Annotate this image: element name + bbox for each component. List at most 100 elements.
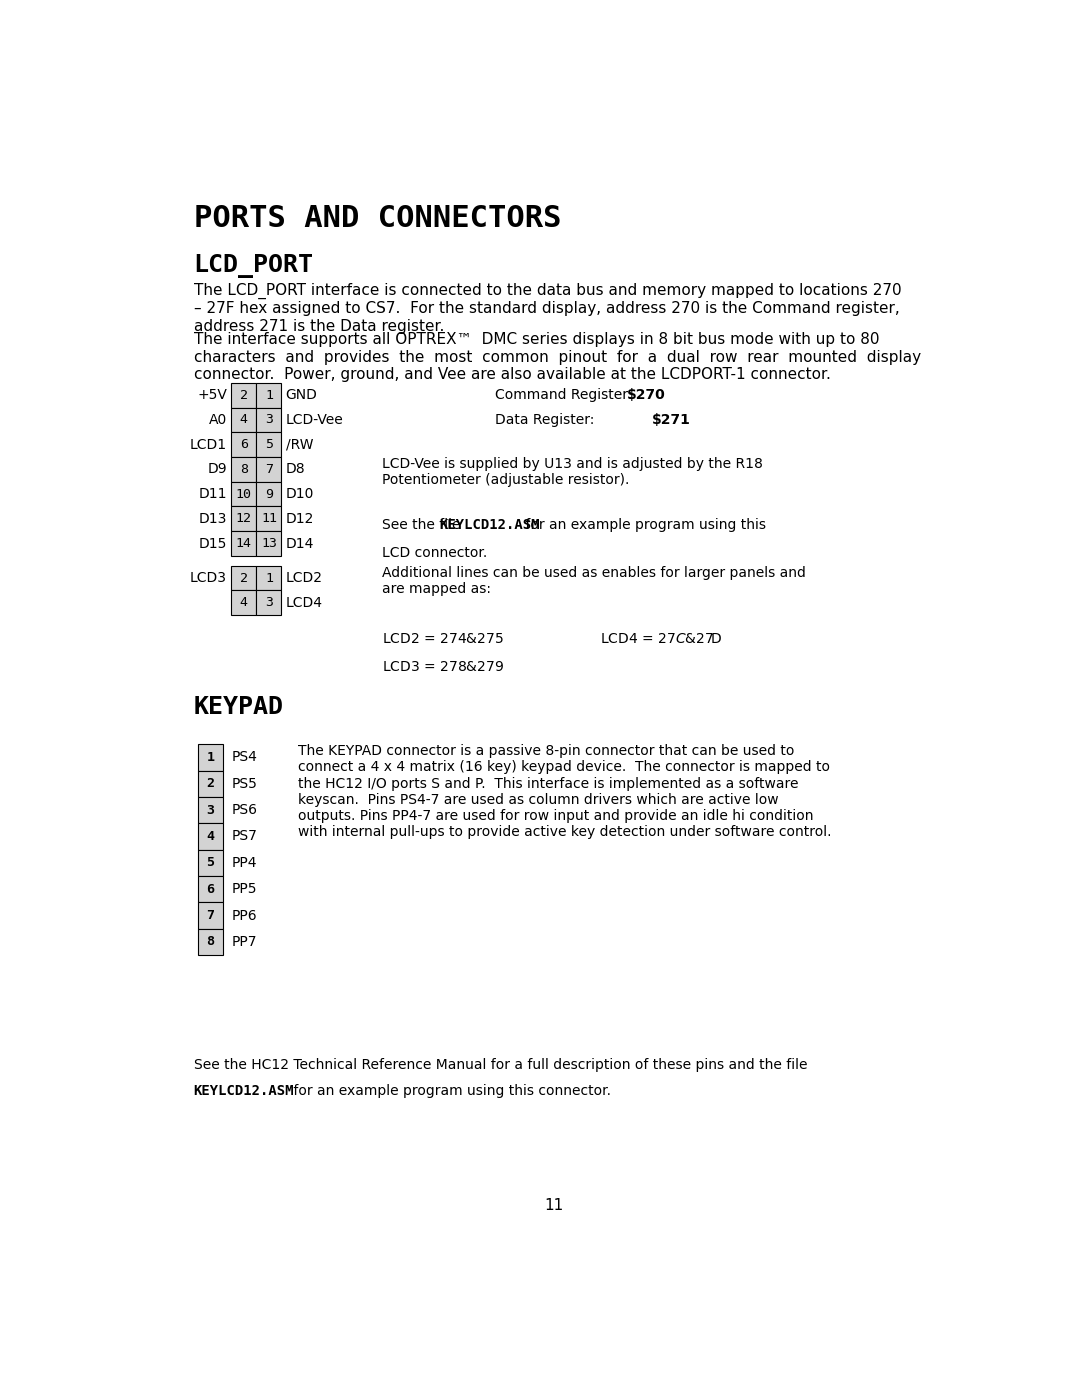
Text: The LCD_PORT interface is connected to the data bus and memory mapped to locatio: The LCD_PORT interface is connected to t… [193,282,901,334]
Text: Command Register:: Command Register: [495,388,632,402]
Bar [198,771,222,796]
Text: LCD4: LCD4 [285,595,323,609]
Text: Additional lines can be used as enables for larger panels and
are mapped as:: Additional lines can be used as enables … [382,566,806,597]
Bar [198,823,222,849]
Bar [256,408,282,432]
Bar [198,796,222,823]
Text: KEYLCD12.ASM: KEYLCD12.ASM [193,1084,294,1098]
Bar [231,566,256,591]
Text: LCD3: LCD3 [190,571,227,585]
Text: 2: 2 [206,777,214,791]
Bar [231,457,256,482]
Bar [256,531,282,556]
Text: KEYPAD: KEYPAD [193,694,284,718]
Text: 3: 3 [206,803,214,817]
Bar [256,432,282,457]
Bar [198,876,222,902]
Text: D13: D13 [199,511,227,525]
Text: for an example program using this connector.: for an example program using this connec… [289,1084,611,1098]
Text: PP7: PP7 [231,935,257,949]
Text: KEYLCD12.ASM: KEYLCD12.ASM [438,518,539,532]
Text: 2: 2 [240,571,247,584]
Text: 3: 3 [265,414,273,426]
Text: LCD3 = $278 & $279: LCD3 = $278 & $279 [382,661,504,675]
Text: 2: 2 [240,388,247,402]
Text: 9: 9 [265,488,273,500]
Text: See the HC12 Technical Reference Manual for a full description of these pins and: See the HC12 Technical Reference Manual … [193,1059,807,1073]
Bar [256,591,282,615]
Text: 4: 4 [240,414,247,426]
Text: 1: 1 [206,750,214,764]
Text: 13: 13 [261,536,276,550]
Text: PS4: PS4 [231,750,257,764]
Text: PS5: PS5 [231,777,257,791]
Text: The interface supports all OPTREX™  DMC series displays in 8 bit bus mode with u: The interface supports all OPTREX™ DMC s… [193,332,921,381]
Text: 4: 4 [206,830,214,842]
Text: LCD connector.: LCD connector. [382,546,487,560]
Text: GND: GND [285,388,318,402]
Text: PP5: PP5 [231,882,257,895]
Bar [231,531,256,556]
Text: Data Register:: Data Register: [495,414,594,427]
Bar [231,383,256,408]
Bar [231,507,256,531]
Text: /RW: /RW [285,437,313,451]
Text: D11: D11 [199,488,227,502]
Text: 5: 5 [265,439,273,451]
Text: PORTS AND CONNECTORS: PORTS AND CONNECTORS [193,204,562,233]
Bar [256,566,282,591]
Text: LCD2 = $274 & $275: LCD2 = $274 & $275 [382,633,503,647]
Text: 1: 1 [265,571,273,584]
Text: $270: $270 [627,388,666,402]
Bar [198,929,222,956]
Text: D8: D8 [285,462,306,476]
Bar [256,507,282,531]
Text: A0: A0 [208,414,227,427]
Text: LCD2: LCD2 [285,571,323,585]
Text: 1: 1 [265,388,273,402]
Text: LCD-Vee is supplied by U13 and is adjusted by the R18
Potentiometer (adjustable : LCD-Vee is supplied by U13 and is adjust… [382,457,762,488]
Bar [198,902,222,929]
Text: LCD_PORT: LCD_PORT [193,254,313,278]
Text: 6: 6 [206,883,214,895]
Text: PS7: PS7 [231,830,257,844]
Text: 6: 6 [240,439,247,451]
Text: 11: 11 [261,513,276,525]
Text: LCD4 = $27C & $27D: LCD4 = $27C & $27D [599,633,723,647]
Text: $271: $271 [652,414,691,427]
Bar [231,591,256,615]
Text: 5: 5 [206,856,214,869]
Text: 4: 4 [240,597,247,609]
Bar [231,408,256,432]
Text: 11: 11 [544,1199,563,1213]
Bar [198,849,222,876]
Bar [231,432,256,457]
Text: LCD1: LCD1 [190,437,227,451]
Text: for an example program using this: for an example program using this [521,518,766,532]
Text: 8: 8 [206,936,214,949]
Text: 12: 12 [235,513,252,525]
Bar [198,745,222,771]
Text: +5V: +5V [198,388,227,402]
Text: LCD-Vee: LCD-Vee [285,414,343,427]
Text: D9: D9 [207,462,227,476]
Text: D10: D10 [285,488,314,502]
Text: PP6: PP6 [231,908,257,922]
Bar [256,482,282,507]
Text: D14: D14 [285,536,314,550]
Text: 7: 7 [206,909,214,922]
Bar [256,383,282,408]
Text: PP4: PP4 [231,856,257,870]
Text: D15: D15 [199,536,227,550]
Text: See the file: See the file [382,518,464,532]
Bar [256,457,282,482]
Text: The KEYPAD connector is a passive 8-pin connector that can be used to
connect a : The KEYPAD connector is a passive 8-pin … [298,745,832,840]
Text: D12: D12 [285,511,314,525]
Text: 14: 14 [235,536,252,550]
Text: 3: 3 [265,597,273,609]
Text: 7: 7 [265,462,273,476]
Bar [231,482,256,507]
Text: 8: 8 [240,462,247,476]
Text: PS6: PS6 [231,803,257,817]
Text: 10: 10 [235,488,252,500]
